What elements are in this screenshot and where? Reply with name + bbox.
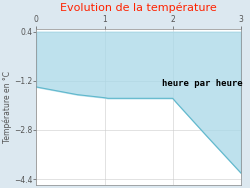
Title: Evolution de la température: Evolution de la température (60, 3, 217, 13)
Y-axis label: Température en °C: Température en °C (3, 71, 12, 143)
Text: heure par heure: heure par heure (162, 79, 243, 88)
